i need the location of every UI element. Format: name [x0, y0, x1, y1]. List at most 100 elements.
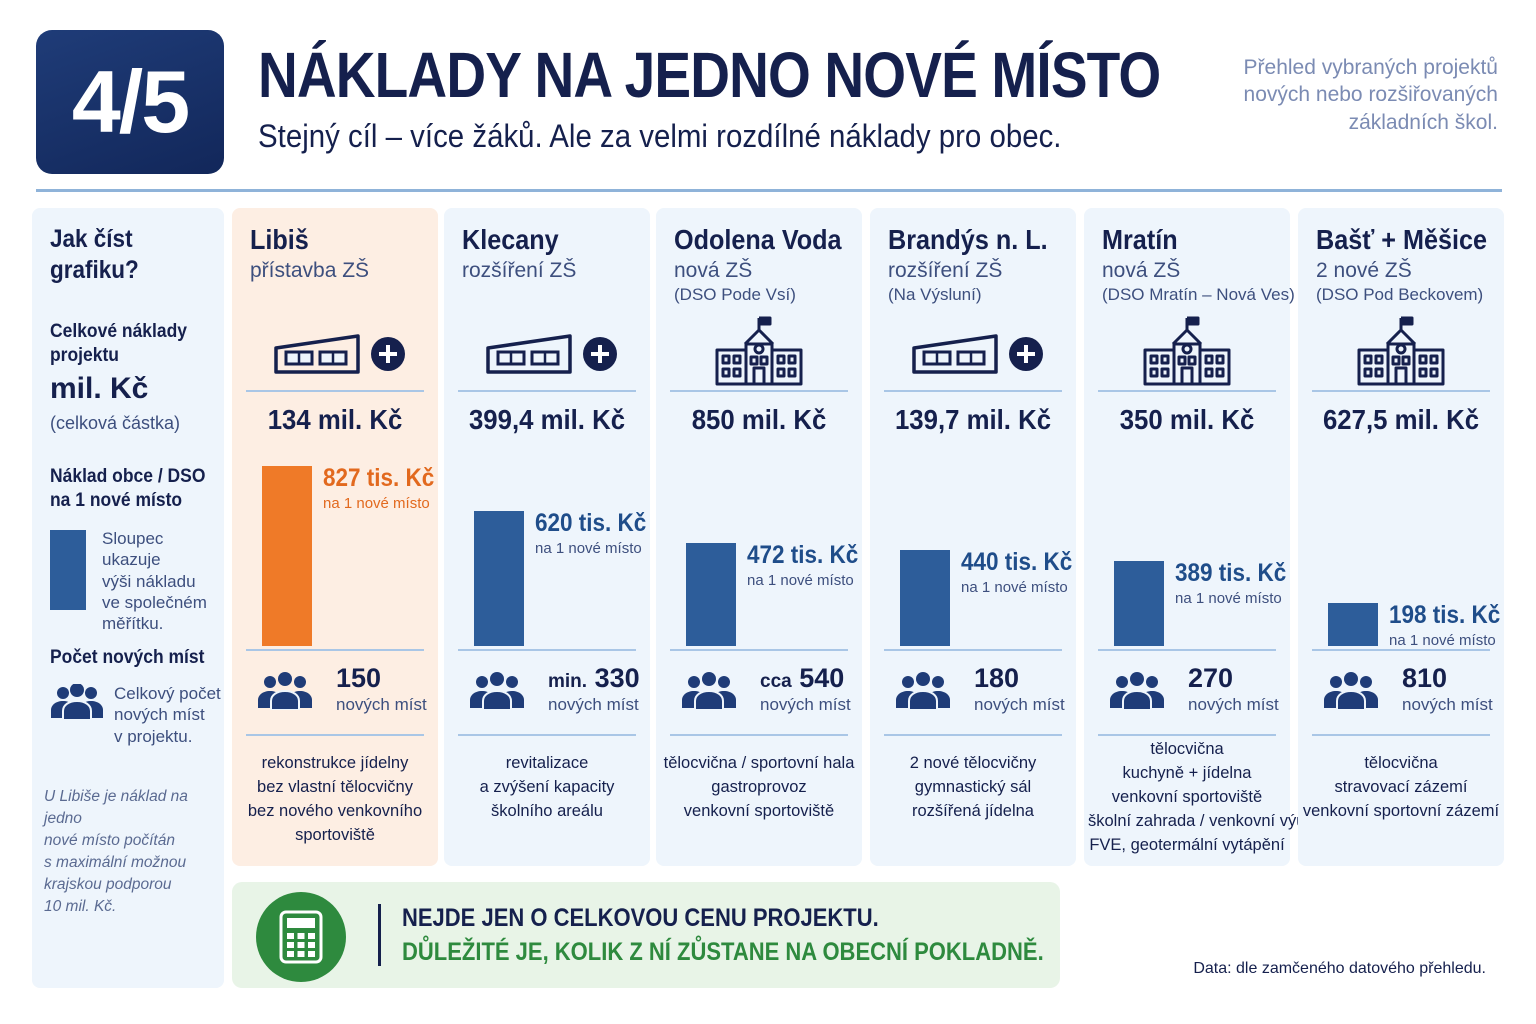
cost-per-place-label: na 1 nové místo: [961, 579, 1068, 596]
cost-per-place: 620 tis. Kč: [535, 509, 647, 537]
project-subtitle: (DSO Pode Vsí): [674, 285, 796, 304]
header-divider: [36, 189, 1502, 192]
total-cost: 850 mil. Kč: [691, 404, 827, 435]
total-cost: 350 mil. Kč: [1119, 404, 1255, 435]
project-column: Mratín nová ZŠ (DSO Mratín – Nová Ves) 350 …: [1084, 208, 1323, 866]
legend-bar-sample: [50, 530, 86, 610]
project-subtitle: (Na Výsluní): [888, 285, 982, 304]
people-icon: [1324, 672, 1378, 715]
project-name: Klecany: [462, 224, 559, 255]
legend-cost-heading: Náklad obce / DSO na 1 nové místo: [50, 466, 206, 511]
column-divider: [884, 649, 1062, 651]
people-icon: [258, 672, 312, 715]
new-places-count: cca 540: [760, 663, 845, 693]
project-features: tělocvična / sportovní hala gastroprovoz v…: [663, 754, 855, 820]
column-divider: [670, 734, 848, 736]
project-subtitle: (DSO Mratín – Nová Ves): [1102, 285, 1295, 304]
column-divider: [884, 734, 1062, 736]
column-divider: [670, 390, 848, 392]
project-type: rozšíření ZŠ: [888, 259, 1003, 282]
page-title: NÁKLADY NA JEDNO NOVÉ MÍSTO: [258, 39, 1161, 111]
cost-per-place: 472 tis. Kč: [747, 541, 859, 569]
conclusion-banner: NEJDE JEN O CELKOVOU CENU PROJEKTU. DŮLE…: [232, 882, 1060, 988]
cost-per-place: 389 tis. Kč: [1175, 559, 1287, 587]
project-type: nová ZŠ: [674, 259, 753, 282]
banner-line-2: DŮLEŽITÉ JE, KOLIK Z NÍ ZŮSTANE NA OBECN…: [402, 938, 1044, 966]
legend-total-heading: Celkové náklady projektu: [50, 321, 188, 366]
new-places-count: 270: [1188, 663, 1234, 693]
cost-per-place: 198 tis. Kč: [1389, 601, 1501, 629]
project-name: Mratín: [1102, 224, 1178, 255]
column-divider: [1312, 390, 1490, 392]
new-places-label: nových míst: [1402, 695, 1493, 714]
legend-footnote: U Libiše je náklad na jedno nové místo p…: [44, 788, 188, 915]
people-icon: [50, 683, 104, 725]
column-divider: [1098, 734, 1276, 736]
banner-line-1: NEJDE JEN O CELKOVOU CENU PROJEKTU.: [402, 904, 879, 932]
legend-panel: Jak číst grafiku? Celkové náklady projek…: [32, 208, 224, 988]
column-divider: [884, 390, 1062, 392]
new-places-label: nových míst: [1188, 695, 1279, 714]
column-divider: [1312, 734, 1490, 736]
calculator-icon: [256, 892, 346, 982]
total-cost: 134 mil. Kč: [267, 404, 403, 435]
project-features: rekonstrukce jídelny bez vlastní tělocvič…: [247, 754, 423, 844]
new-places-label: nových míst: [336, 695, 427, 714]
cost-bar: [262, 466, 312, 646]
column-divider: [246, 649, 424, 651]
cost-per-place: 440 tis. Kč: [961, 548, 1073, 576]
column-divider: [458, 649, 636, 651]
project-type: rozšíření ZŠ: [462, 259, 577, 282]
data-source: Data: dle zamčeného datového přehledu.: [1193, 960, 1486, 977]
school-extension-icon: [272, 326, 362, 379]
people-icon: [896, 672, 950, 715]
column-divider: [1098, 649, 1276, 651]
new-places-count: 810: [1402, 663, 1448, 693]
column-divider: [1312, 649, 1490, 651]
page-subtitle: Stejný cíl – více žáků. Ale za velmi roz…: [258, 118, 1062, 154]
school-building-icon: [713, 316, 805, 391]
legend-places-note: Celkový počet nových míst v projektu.: [114, 684, 221, 746]
column-divider: [246, 734, 424, 736]
project-column: Brandýs n. L. rozšíření ZŠ (Na Výsluní) 139…: [870, 208, 1076, 866]
project-type: 2 nové ZŠ: [1316, 259, 1412, 282]
people-icon: [682, 672, 736, 715]
column-divider: [1098, 390, 1276, 392]
project-type: nová ZŠ: [1102, 259, 1181, 282]
column-divider: [670, 649, 848, 651]
new-places-label: nových míst: [548, 695, 639, 714]
section-badge: 4/5: [36, 30, 224, 174]
legend-bar-note: Sloupec ukazuje výši nákladu ve společné…: [102, 529, 207, 633]
project-type: přístavba ZŠ: [250, 259, 370, 282]
project-features: tělocvična kuchyně + jídelna venkovní spor…: [1088, 740, 1323, 854]
project-column: Odolena Voda nová ZŠ (DSO Pode Vsí) 850 mil…: [656, 208, 862, 866]
side-note: Přehled vybraných projektů nových nebo r…: [1243, 56, 1498, 134]
plus-icon: [1008, 336, 1044, 377]
legend-places-heading: Počet nových míst: [50, 647, 205, 668]
school-building-icon: [1141, 316, 1233, 391]
column-divider: [458, 734, 636, 736]
project-features: tělocvična stravovací zázemí venkovní spor…: [1302, 754, 1500, 820]
project-column: Bašť + Měšice 2 nové ZŠ (DSO Pod Beckovem)…: [1298, 208, 1504, 866]
cost-bar: [686, 543, 736, 646]
school-extension-icon: [484, 326, 574, 379]
cost-per-place-label: na 1 nové místo: [323, 495, 430, 512]
new-places-count: 180: [974, 663, 1020, 693]
banner-divider: [378, 904, 381, 966]
project-features: revitalizace a zvýšení kapacity školního a…: [479, 754, 615, 820]
cost-bar: [900, 550, 950, 646]
total-cost: 399,4 mil. Kč: [468, 404, 626, 435]
project-name: Bašť + Měšice: [1316, 224, 1488, 255]
cost-per-place-label: na 1 nové místo: [535, 540, 642, 557]
project-features: 2 nové tělocvičny gymnastický sál rozšířen…: [909, 754, 1037, 820]
cost-bar: [1328, 603, 1378, 646]
legend-total-unit: mil. Kč: [50, 372, 149, 405]
people-icon: [470, 672, 524, 715]
project-name: Libiš: [250, 224, 309, 255]
new-places-label: nových míst: [760, 695, 851, 714]
cost-per-place-label: na 1 nové místo: [1175, 590, 1282, 607]
legend-heading: Jak číst grafiku?: [50, 225, 139, 285]
cost-per-place: 827 tis. Kč: [323, 464, 435, 492]
school-extension-icon: [910, 326, 1000, 379]
column-divider: [246, 390, 424, 392]
